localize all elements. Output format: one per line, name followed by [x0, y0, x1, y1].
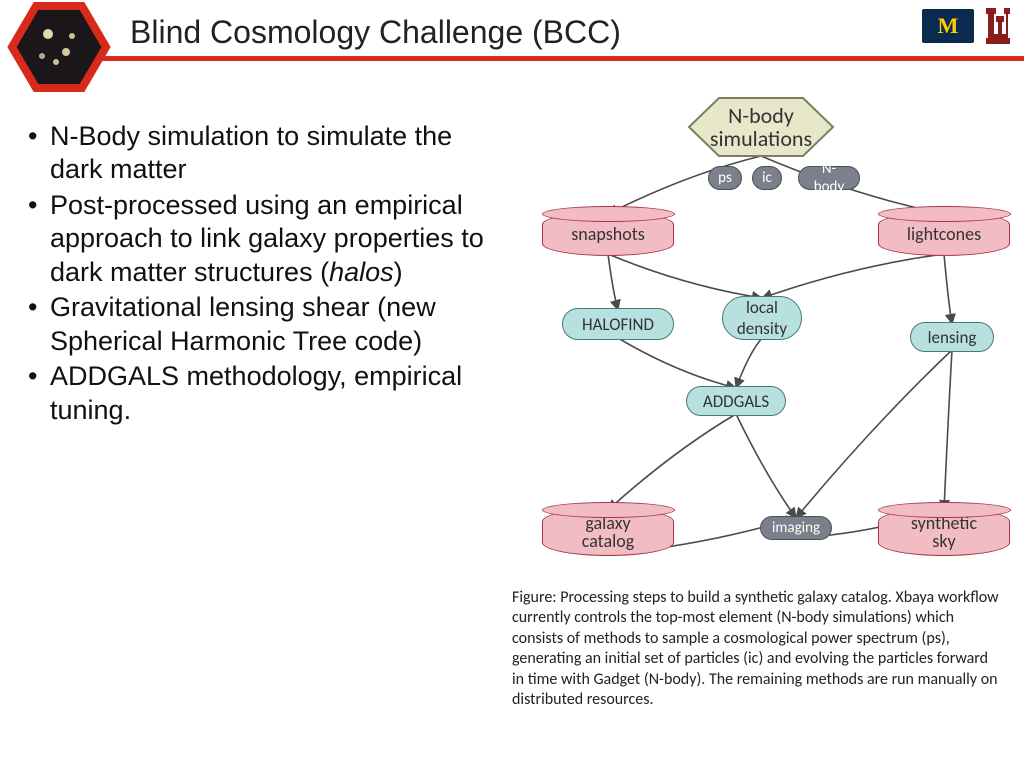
edge: [944, 350, 952, 510]
edge: [796, 350, 952, 518]
gray-node-nbody: N-body: [798, 166, 860, 190]
bullet-part: ): [394, 257, 403, 287]
teal-node-local: local density: [722, 296, 802, 340]
bullet-dot-icon: •: [28, 120, 50, 187]
teal-node-addgals: ADDGALS: [686, 386, 786, 416]
bullet-text: Post-processed using an empirical approa…: [50, 189, 488, 289]
gray-node-ps: ps: [708, 166, 742, 190]
bullet-dot-icon: •: [28, 189, 50, 289]
bullet-item: • N-Body simulation to simulate the dark…: [28, 120, 488, 187]
edge: [944, 254, 952, 324]
page-title: Blind Cosmology Challenge (BCC): [130, 14, 621, 51]
figure-caption: Figure: Processing steps to build a synt…: [512, 588, 1000, 711]
bullet-item: • Gravitational lensing shear (new Spher…: [28, 291, 488, 358]
teal-node-lensing: lensing: [910, 322, 994, 352]
bullet-dot-icon: •: [28, 360, 50, 427]
edge: [736, 414, 796, 518]
edge: [618, 338, 736, 388]
cylinder-node-galaxy: galaxy catalog: [542, 508, 674, 556]
slide-header: Blind Cosmology Challenge (BCC) M: [0, 0, 1024, 78]
iu-logo-icon: [984, 6, 1012, 46]
bullet-item: • Post-processed using an empirical appr…: [28, 189, 488, 289]
teal-node-halofind: HALOFIND: [562, 308, 674, 340]
bullet-text: N-Body simulation to simulate the dark m…: [50, 120, 488, 187]
bullet-list: • N-Body simulation to simulate the dark…: [28, 120, 488, 429]
cylinder-node-lightcones: lightcones: [878, 212, 1010, 256]
hex-badge-icon: [6, 2, 112, 92]
flowchart-diagram: N-body simulations psic N-body imaging snaps…: [506, 96, 1012, 596]
bullet-dot-icon: •: [28, 291, 50, 358]
cylinder-node-snapshots: snapshots: [542, 212, 674, 256]
bullet-item: • ADDGALS methodology, empirical tuning.: [28, 360, 488, 427]
gray-node-imaging: imaging: [760, 516, 832, 540]
hex-node: N-body simulations: [686, 96, 836, 158]
bullet-part: Post-processed using an empirical approa…: [50, 190, 484, 287]
affiliate-logos: M: [922, 6, 1012, 46]
bullet-italic: halos: [329, 257, 394, 287]
edge: [736, 338, 762, 388]
edge: [608, 254, 618, 310]
bullet-text: Gravitational lensing shear (new Spheric…: [50, 291, 488, 358]
michigan-logo-icon: M: [922, 9, 974, 43]
bullet-text: ADDGALS methodology, empirical tuning.: [50, 360, 488, 427]
cylinder-node-synthetic: synthetic sky: [878, 508, 1010, 556]
gray-node-ic: ic: [752, 166, 782, 190]
edge: [762, 254, 944, 298]
edge: [608, 414, 736, 510]
edge: [608, 254, 762, 298]
header-divider: [96, 56, 1024, 61]
